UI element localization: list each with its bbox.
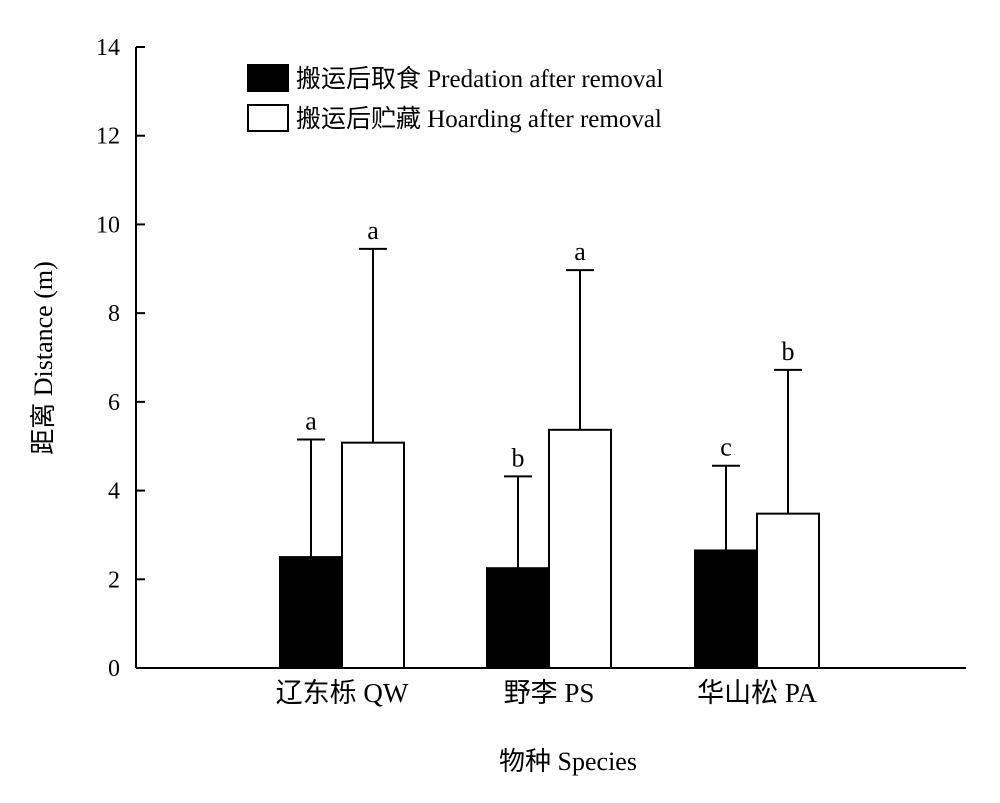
bar [486, 567, 550, 669]
y-axis-ticks: 0 2 4 6 8 10 12 14 [96, 35, 145, 682]
y-tick-label: 8 [108, 301, 120, 327]
y-tick-label: 10 [96, 212, 120, 238]
legend-label: 搬运后贮藏 Hoarding after removal [296, 105, 662, 133]
bars [279, 428, 820, 670]
y-tick-label: 14 [96, 35, 120, 61]
bar [548, 428, 612, 670]
bar [279, 556, 343, 669]
x-category-label: 华山松 PA [697, 678, 817, 708]
bar [756, 512, 820, 669]
legend: 搬运后取食 Predation after removal 搬运后贮藏 Hoard… [247, 64, 663, 133]
legend-swatch [247, 104, 289, 132]
significance-label: c [720, 433, 732, 462]
bar [341, 441, 405, 669]
significance-label: b [512, 443, 525, 472]
legend-swatch [247, 64, 289, 92]
x-axis-title: 物种 Species [499, 747, 637, 776]
significance-label: a [367, 216, 379, 245]
y-axis-title: 距离 Distance (m) [29, 261, 58, 455]
legend-label: 搬运后取食 Predation after removal [296, 65, 663, 93]
x-category-label: 辽东栎 QW [276, 678, 409, 708]
y-tick-label: 4 [108, 479, 120, 505]
significance-label: a [574, 237, 586, 266]
y-tick-label: 12 [96, 124, 120, 150]
bar [694, 549, 758, 669]
error-bars [297, 247, 802, 569]
y-tick-label: 0 [108, 656, 120, 682]
y-tick-label: 2 [108, 567, 120, 593]
x-category-label: 野李 PS [504, 678, 595, 708]
y-tick-label: 6 [108, 390, 120, 416]
x-axis-category-labels: 辽东栎 QW 野李 PS 华山松 PA [276, 678, 818, 708]
significance-label: b [782, 337, 795, 366]
significance-labels: a b c a a b [305, 216, 794, 473]
significance-label: a [305, 407, 317, 436]
